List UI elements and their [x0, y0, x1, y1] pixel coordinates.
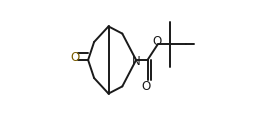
Text: N: N	[132, 55, 140, 68]
Text: O: O	[153, 35, 162, 48]
Text: O: O	[142, 81, 151, 93]
Text: O: O	[70, 51, 79, 64]
